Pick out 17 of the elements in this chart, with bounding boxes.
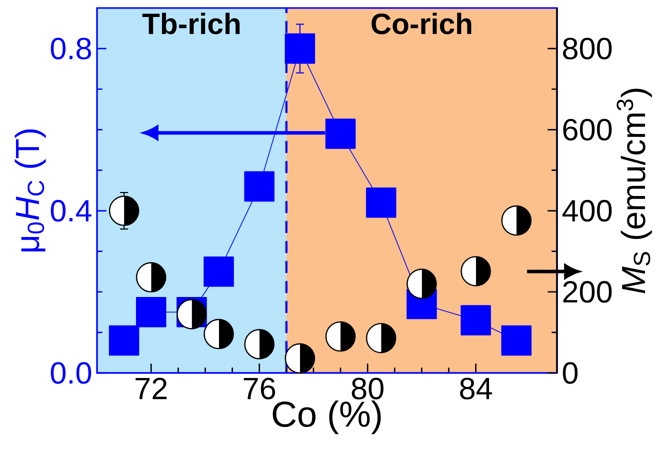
x-tick-label: 84 — [460, 378, 492, 400]
y-tick-label: 0.4 — [50, 200, 92, 222]
y-tick-label: 0.0 — [50, 362, 92, 384]
band-label: Tb-rich — [142, 12, 240, 34]
y2-tick-label: 0 — [562, 362, 578, 384]
x-tick-label: 72 — [136, 378, 167, 400]
y2-tick-label: 600 — [563, 118, 612, 141]
y-axis-title: μ$_{0}$H$_{C}$ (T) — [14, 129, 46, 252]
y2-axis-title: M$_{S}$ (emu/cm$^{3}$) — [616, 88, 652, 294]
x-tick-label: 80 — [352, 378, 384, 400]
y-tick-label: 0.8 — [50, 38, 91, 60]
x-tick-label: 76 — [244, 378, 276, 400]
y2-tick-label: 800 — [563, 38, 612, 60]
y2-tick-label: 200 — [563, 281, 612, 303]
band-label: Co-rich — [372, 12, 472, 34]
y2-tick-label: 400 — [562, 200, 612, 222]
x-axis-title: Co (%) — [272, 400, 381, 434]
